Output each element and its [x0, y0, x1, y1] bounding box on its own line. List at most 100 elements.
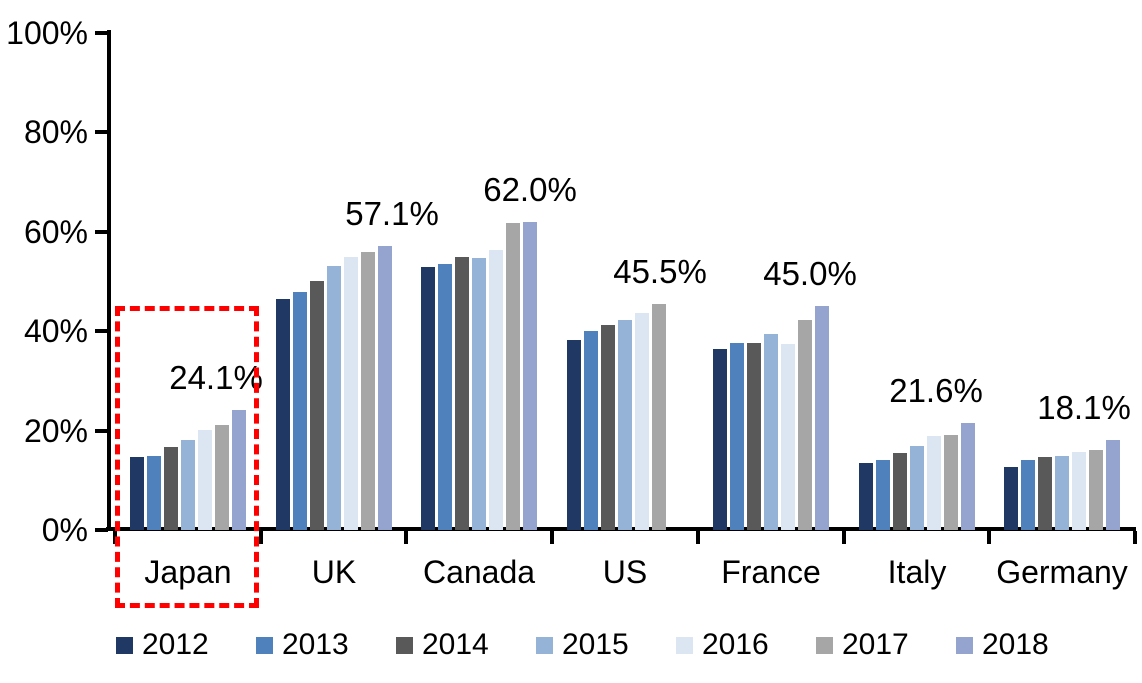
y-axis-tick [95, 230, 108, 234]
legend-item-2016: 2016 [676, 628, 769, 661]
bar-germany-2016 [1072, 452, 1086, 530]
bar-france-2014 [747, 343, 761, 530]
legend-swatch-2015 [536, 636, 553, 654]
y-axis-tick [95, 429, 108, 433]
bar-canada-2016 [489, 250, 503, 530]
bar-uk-2012 [276, 299, 290, 530]
category-label-canada: Canada [422, 554, 536, 590]
x-axis-tick [1133, 531, 1137, 544]
bar-france-2016 [781, 344, 795, 530]
legend-label-2013: 2013 [282, 628, 349, 661]
legend-item-2013: 2013 [256, 628, 349, 661]
bar-germany-2013 [1021, 460, 1035, 530]
category-label-italy: Italy [887, 554, 947, 590]
bar-italy-2018 [961, 423, 975, 530]
legend-swatch-2018 [956, 636, 973, 654]
y-axis-tick-label: 60% [23, 214, 88, 250]
legend-label-2015: 2015 [562, 628, 629, 661]
data-label-france: 45.0% [763, 255, 857, 292]
y-axis-tick-label: 80% [23, 114, 88, 150]
y-axis-tick [95, 31, 108, 35]
bar-us-2013 [584, 331, 598, 530]
bar-italy-2017 [944, 435, 958, 530]
y-axis-line [107, 30, 111, 531]
x-axis-tick [987, 531, 991, 544]
bar-france-2018 [815, 306, 829, 530]
category-label-japan: Japan [144, 554, 232, 590]
x-axis-tick [842, 531, 846, 544]
legend-item-2012: 2012 [116, 628, 209, 661]
bar-japan-2012 [130, 457, 144, 530]
legend-item-2018: 2018 [956, 628, 1049, 661]
bar-japan-2018 [232, 410, 246, 530]
legend-swatch-2013 [256, 636, 273, 654]
bar-canada-2017 [506, 223, 520, 530]
bar-us-2015 [618, 320, 632, 530]
bar-france-2012 [713, 349, 727, 530]
bar-germany-2015 [1055, 456, 1069, 530]
bar-germany-2014 [1038, 457, 1052, 530]
bar-us-2017 [652, 304, 666, 530]
bar-group-japan [115, 30, 261, 530]
bar-uk-2017 [361, 252, 375, 530]
bar-italy-2016 [927, 436, 941, 530]
y-axis-tick [95, 329, 108, 333]
y-axis-tick-label: 100% [6, 15, 88, 51]
bar-germany-2012 [1004, 467, 1018, 530]
bar-group-canada [406, 30, 552, 530]
y-axis-tick [95, 528, 108, 532]
bar-japan-2016 [198, 430, 212, 530]
bar-group-italy [844, 30, 990, 530]
data-label-italy: 21.6% [889, 372, 983, 409]
legend-label-2016: 2016 [702, 628, 769, 661]
category-label-us: US [602, 554, 648, 590]
x-axis-tick [404, 531, 408, 544]
y-axis-tick-label: 40% [23, 313, 88, 349]
bar-italy-2013 [876, 460, 890, 530]
bar-group-us [552, 30, 698, 530]
x-axis-tick [550, 531, 554, 544]
bar-italy-2015 [910, 446, 924, 530]
legend-label-2012: 2012 [142, 628, 209, 661]
legend-item-2017: 2017 [816, 628, 909, 661]
bar-uk-2016 [344, 257, 358, 530]
bar-france-2017 [798, 320, 812, 530]
bar-us-2014 [601, 325, 615, 530]
data-label-us: 45.5% [613, 253, 707, 290]
data-label-japan: 24.1% [169, 359, 263, 396]
bar-germany-2018 [1106, 440, 1120, 530]
bar-group-uk [261, 30, 407, 530]
bar-canada-2013 [438, 264, 452, 530]
legend-label-2017: 2017 [842, 628, 909, 661]
bar-group-france [698, 30, 844, 530]
bar-uk-2015 [327, 266, 341, 530]
bar-germany-2017 [1089, 450, 1103, 530]
bar-canada-2015 [472, 258, 486, 530]
category-label-germany: Germany [996, 554, 1128, 590]
bar-canada-2012 [421, 267, 435, 530]
legend-label-2018: 2018 [982, 628, 1049, 661]
bar-italy-2014 [893, 453, 907, 530]
bar-canada-2018 [523, 222, 537, 530]
bar-japan-2014 [164, 447, 178, 530]
bar-canada-2014 [455, 257, 469, 530]
japan-highlight-box [115, 306, 259, 608]
legend-label-2014: 2014 [422, 628, 489, 661]
bar-france-2015 [764, 334, 778, 530]
bar-japan-2013 [147, 456, 161, 530]
y-axis-tick [95, 130, 108, 134]
data-label-germany: 18.1% [1037, 389, 1131, 426]
legend-item-2014: 2014 [396, 628, 489, 661]
data-label-canada: 62.0% [483, 171, 577, 208]
legend-swatch-2014 [396, 636, 413, 654]
bar-uk-2018 [378, 246, 392, 530]
y-axis-tick-label: 0% [41, 512, 88, 548]
category-label-france: France [721, 554, 821, 590]
legend-swatch-2017 [816, 636, 833, 654]
legend-swatch-2012 [116, 636, 133, 654]
bar-france-2013 [730, 343, 744, 530]
bar-us-2016 [635, 313, 649, 530]
y-axis-tick-label: 20% [23, 413, 88, 449]
legend-item-2015: 2015 [536, 628, 629, 661]
